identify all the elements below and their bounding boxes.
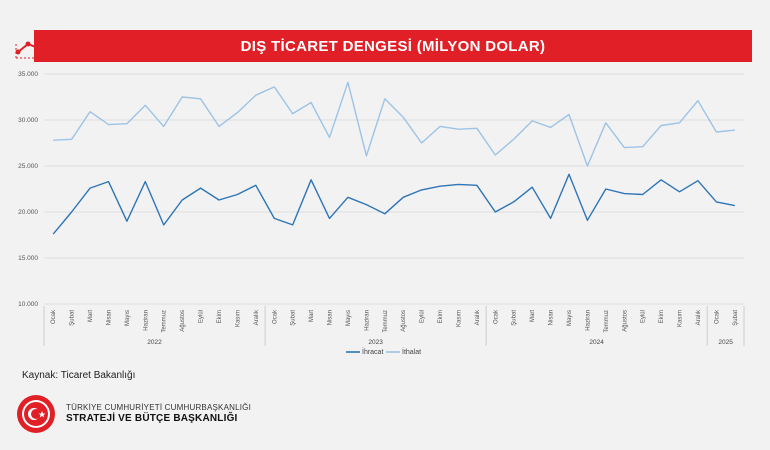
line-chart: 10.000 15.000 20.000 25.000 30.000 35.000 Ocak… [18,71,745,356]
x-tick-label: Ekim [217,310,223,323]
series-line-ithalat [53,81,735,167]
x-tick-label: Nisan [328,310,334,325]
org-logo-block: TÜRKİYE CUMHURİYETİ CUMHURBAŞKANLIĞI STR… [16,394,251,434]
y-tick-label: 25.000 [18,163,38,170]
x-tick-label: Aralık [696,309,702,325]
x-tick-label: Ağustos [180,310,186,332]
org-name-line2: STRATEJİ VE BÜTÇE BAŞKANLIĞI [66,412,238,424]
x-tick-label: Ocak [51,309,57,324]
y-tick-label: 35.000 [18,71,38,78]
chart-title: DIŞ TİCARET DENGESİ (MİLYON DOLAR) [240,37,546,55]
x-tick-label: Mart [309,310,315,322]
x-tick-label: Mayıs [346,310,352,326]
x-tick-label: Aralık [254,309,260,325]
y-tick-label: 30.000 [18,117,38,124]
series-line-ihracat [52,173,735,235]
x-tick-label: Mart [88,310,94,322]
sbb-seal-icon [17,395,55,433]
year-label: 2024 [589,339,604,346]
x-tick-label: Temmuz [383,310,389,333]
chart-title-bar: DIŞ TİCARET DENGESİ (MİLYON DOLAR) [34,30,752,62]
x-tick-label: Eylül [199,310,205,323]
x-tick-label: Kasım [235,310,241,327]
x-tick-label: Haziran [143,310,149,331]
x-tick-label: Ocak [272,309,278,324]
x-tick-label: Temmuz [604,310,610,333]
x-tick-label: Mayıs [567,310,573,326]
y-tick-label: 15.000 [18,255,38,262]
x-tick-label: Mayıs [125,310,131,326]
x-tick-label: Şubat [291,310,297,326]
x-tick-label: Ocak [493,309,499,324]
source-label: Kaynak: Ticaret Bakanlığı [22,370,136,381]
y-tick-label: 10.000 [18,301,38,308]
x-tick-label: Haziran [364,310,370,331]
legend-label: İhracat [362,347,383,356]
x-tick-label: Haziran [585,310,591,331]
x-tick-label: Şubat [70,310,76,326]
legend-label: İthalat [402,347,421,356]
x-tick-label: Eylül [420,310,426,323]
x-tick-label: Eylül [641,310,647,323]
x-tick-label: Ağustos [401,310,407,332]
org-name-line1: TÜRKİYE CUMHURİYETİ CUMHURBAŞKANLIĞI [66,403,251,413]
year-label: 2022 [147,339,162,346]
year-label: 2025 [718,339,733,346]
year-label: 2023 [368,339,383,346]
x-tick-label: Kasım [456,310,462,327]
x-tick-label: Ağustos [622,310,628,332]
x-tick-label: Şubat [512,310,518,326]
x-tick-label: Temmuz [162,310,168,333]
x-tick-label: Ocak [714,309,720,324]
x-tick-label: Kasım [678,310,684,327]
x-tick-label: Mart [530,310,536,322]
x-tick-label: Aralık [475,309,481,325]
x-tick-label: Ekim [438,310,444,323]
y-tick-label: 20.000 [18,209,38,216]
x-tick-label: Nisan [549,310,555,325]
x-tick-label: Şubat [733,310,739,326]
x-tick-label: Nisan [106,310,112,325]
x-tick-label: Ekim [659,310,665,323]
